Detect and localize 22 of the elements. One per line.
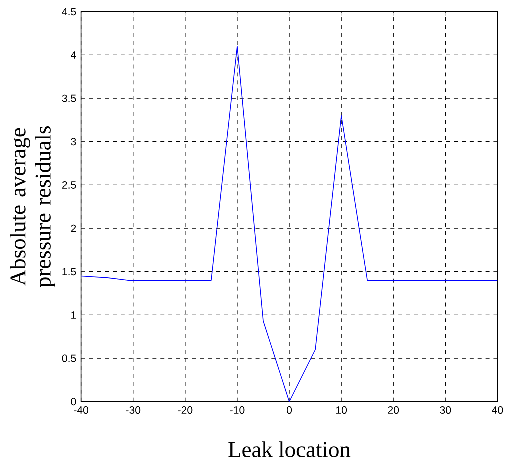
y-tick-label: 3 bbox=[71, 138, 76, 146]
y-tick-label: 1 bbox=[72, 312, 76, 320]
x-tick-label: -30 bbox=[126, 406, 141, 414]
y-tick-label: 4.5 bbox=[62, 8, 76, 16]
y-tick-label: 0.5 bbox=[62, 355, 76, 362]
y-tick-label: 0 bbox=[71, 398, 76, 406]
x-tick-label: 10 bbox=[336, 406, 348, 414]
y-tick-label: 2 bbox=[71, 225, 76, 232]
x-axis-title: Leak location bbox=[228, 442, 351, 458]
line-series bbox=[81, 46, 498, 402]
x-tick-label: -20 bbox=[178, 406, 193, 414]
y-axis-title: Absolute average pressure residuals bbox=[10, 126, 56, 288]
x-tick-label: 20 bbox=[388, 406, 400, 414]
x-tick-label: 40 bbox=[492, 406, 504, 414]
y-tick-label: 4 bbox=[71, 52, 76, 60]
x-tick-label: -40 bbox=[74, 406, 89, 414]
y-tick-label: 2.5 bbox=[62, 182, 76, 190]
x-tick-label: -10 bbox=[230, 406, 245, 414]
y-tick-label: 3.5 bbox=[62, 95, 76, 103]
y-tick-label: 1.5 bbox=[62, 268, 76, 276]
x-tick-label: 0 bbox=[286, 406, 292, 414]
x-tick-label: 30 bbox=[440, 406, 452, 414]
